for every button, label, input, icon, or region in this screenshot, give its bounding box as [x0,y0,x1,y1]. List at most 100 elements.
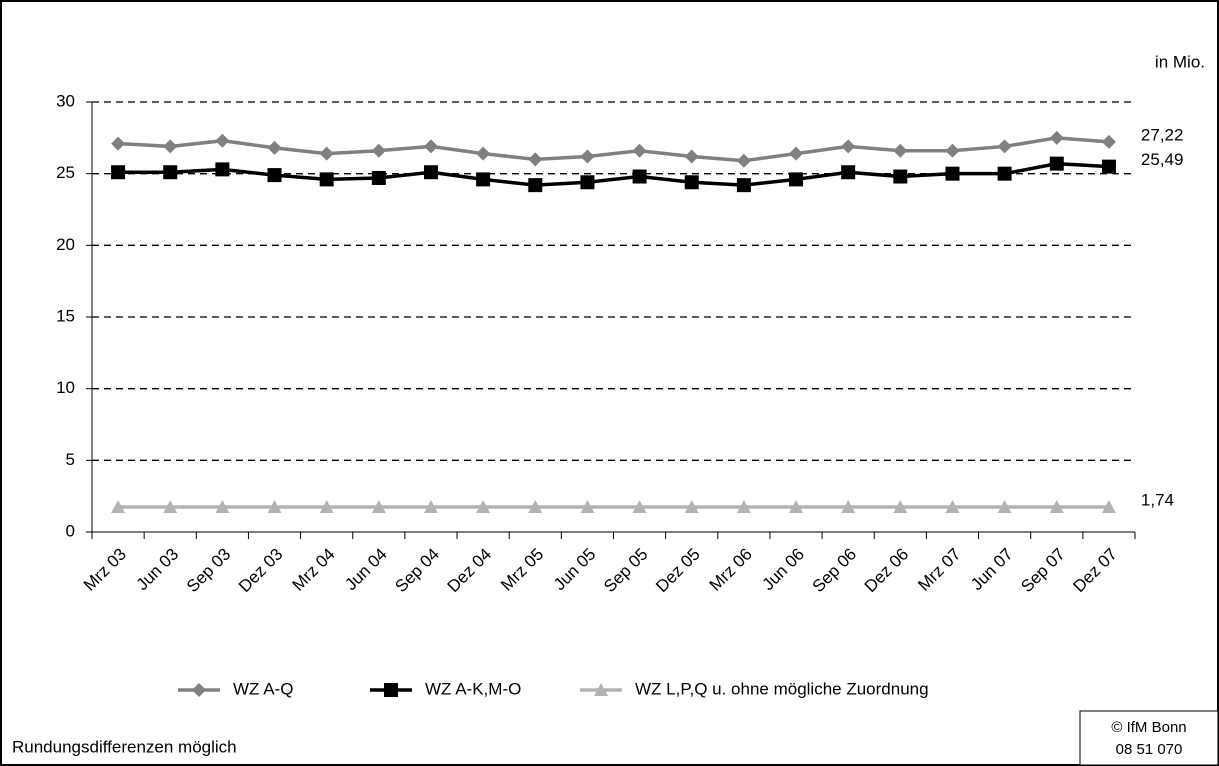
y-tick-label: 25 [56,163,75,182]
marker [215,133,230,148]
source: 08 51 070 [1116,741,1183,758]
marker [476,146,491,161]
marker [632,500,647,514]
x-tick-label: Dez 03 [235,545,287,597]
x-tick-label: Mrz 05 [497,545,547,595]
y-tick-label: 15 [56,306,75,325]
marker [1101,500,1116,514]
marker [371,143,386,158]
y-tick-label: 5 [66,450,75,469]
marker [111,500,126,514]
marker [371,500,386,514]
marker [893,169,908,184]
marker [192,683,206,697]
marker [841,139,856,154]
marker [423,139,438,154]
marker [163,165,178,180]
marker [945,143,960,158]
marker [684,149,699,164]
x-tick-label: Jun 07 [967,545,1017,595]
marker [528,500,543,514]
x-tick-label: Mrz 07 [914,545,964,595]
marker [789,500,804,514]
y-tick-label: 20 [56,235,75,254]
marker [1101,159,1116,174]
x-tick-label: Sep 03 [183,545,235,597]
marker [997,500,1012,514]
y-tick-label: 0 [66,521,75,540]
x-tick-label: Dez 05 [652,545,704,597]
footnote: Rundungsdifferenzen möglich [12,737,237,756]
x-tick-label: Mrz 03 [80,545,130,595]
x-tick-label: Sep 05 [600,545,652,597]
marker [319,146,334,161]
x-tick-label: Dez 07 [1069,545,1121,597]
y-tick-label: 10 [56,378,75,397]
marker [476,500,491,514]
x-tick-label: Jun 05 [550,545,600,595]
x-tick-label: Jun 03 [133,545,183,595]
marker [580,149,595,164]
marker [528,152,543,167]
marker [997,166,1012,181]
value-label: 27,22 [1141,125,1184,144]
marker [319,172,334,187]
marker [893,500,908,514]
marker [163,139,178,154]
marker [267,140,282,155]
x-tick-label: Dez 06 [861,545,913,597]
marker [1101,134,1116,149]
marker [736,500,751,514]
marker [736,178,751,193]
marker [632,143,647,158]
marker [789,146,804,161]
source-box [1079,710,1219,766]
marker [1049,500,1064,514]
y-tick-label: 30 [56,91,75,110]
marker [594,683,608,696]
x-tick-label: Jun 06 [758,545,808,595]
x-tick-label: Jun 04 [341,545,391,595]
marker [841,165,856,180]
marker [423,165,438,180]
marker [841,500,856,514]
marker [789,172,804,187]
source: © IfM Bonn [1111,719,1186,736]
marker [267,500,282,514]
unit-label: in Mio. [1155,52,1205,71]
marker [215,500,230,514]
marker [893,143,908,158]
legend-label: WZ L,P,Q u. ohne mögliche Zuordnung [635,679,929,698]
x-tick-label: Sep 07 [1017,545,1069,597]
marker [736,153,751,168]
x-tick-label: Sep 04 [391,545,443,597]
marker [371,170,386,185]
marker [580,175,595,190]
marker [476,172,491,187]
marker [384,683,398,697]
marker [111,165,126,180]
marker [319,500,334,514]
marker [111,136,126,151]
series-line [118,161,1110,187]
marker [267,168,282,183]
series-line [117,136,1110,163]
marker [945,500,960,514]
value-label: 25,49 [1141,150,1184,169]
x-tick-label: Mrz 06 [706,545,756,595]
x-tick-label: Sep 06 [809,545,861,597]
marker [945,166,960,181]
marker [215,162,230,177]
marker [684,175,699,190]
marker [1049,130,1064,145]
marker [684,500,699,514]
legend-label: WZ A-K,M-O [425,679,521,698]
marker [632,169,647,184]
value-label: 1,74 [1141,491,1174,510]
marker [580,500,595,514]
marker [1049,156,1064,171]
legend-label: WZ A-Q [233,679,293,698]
marker [423,500,438,514]
